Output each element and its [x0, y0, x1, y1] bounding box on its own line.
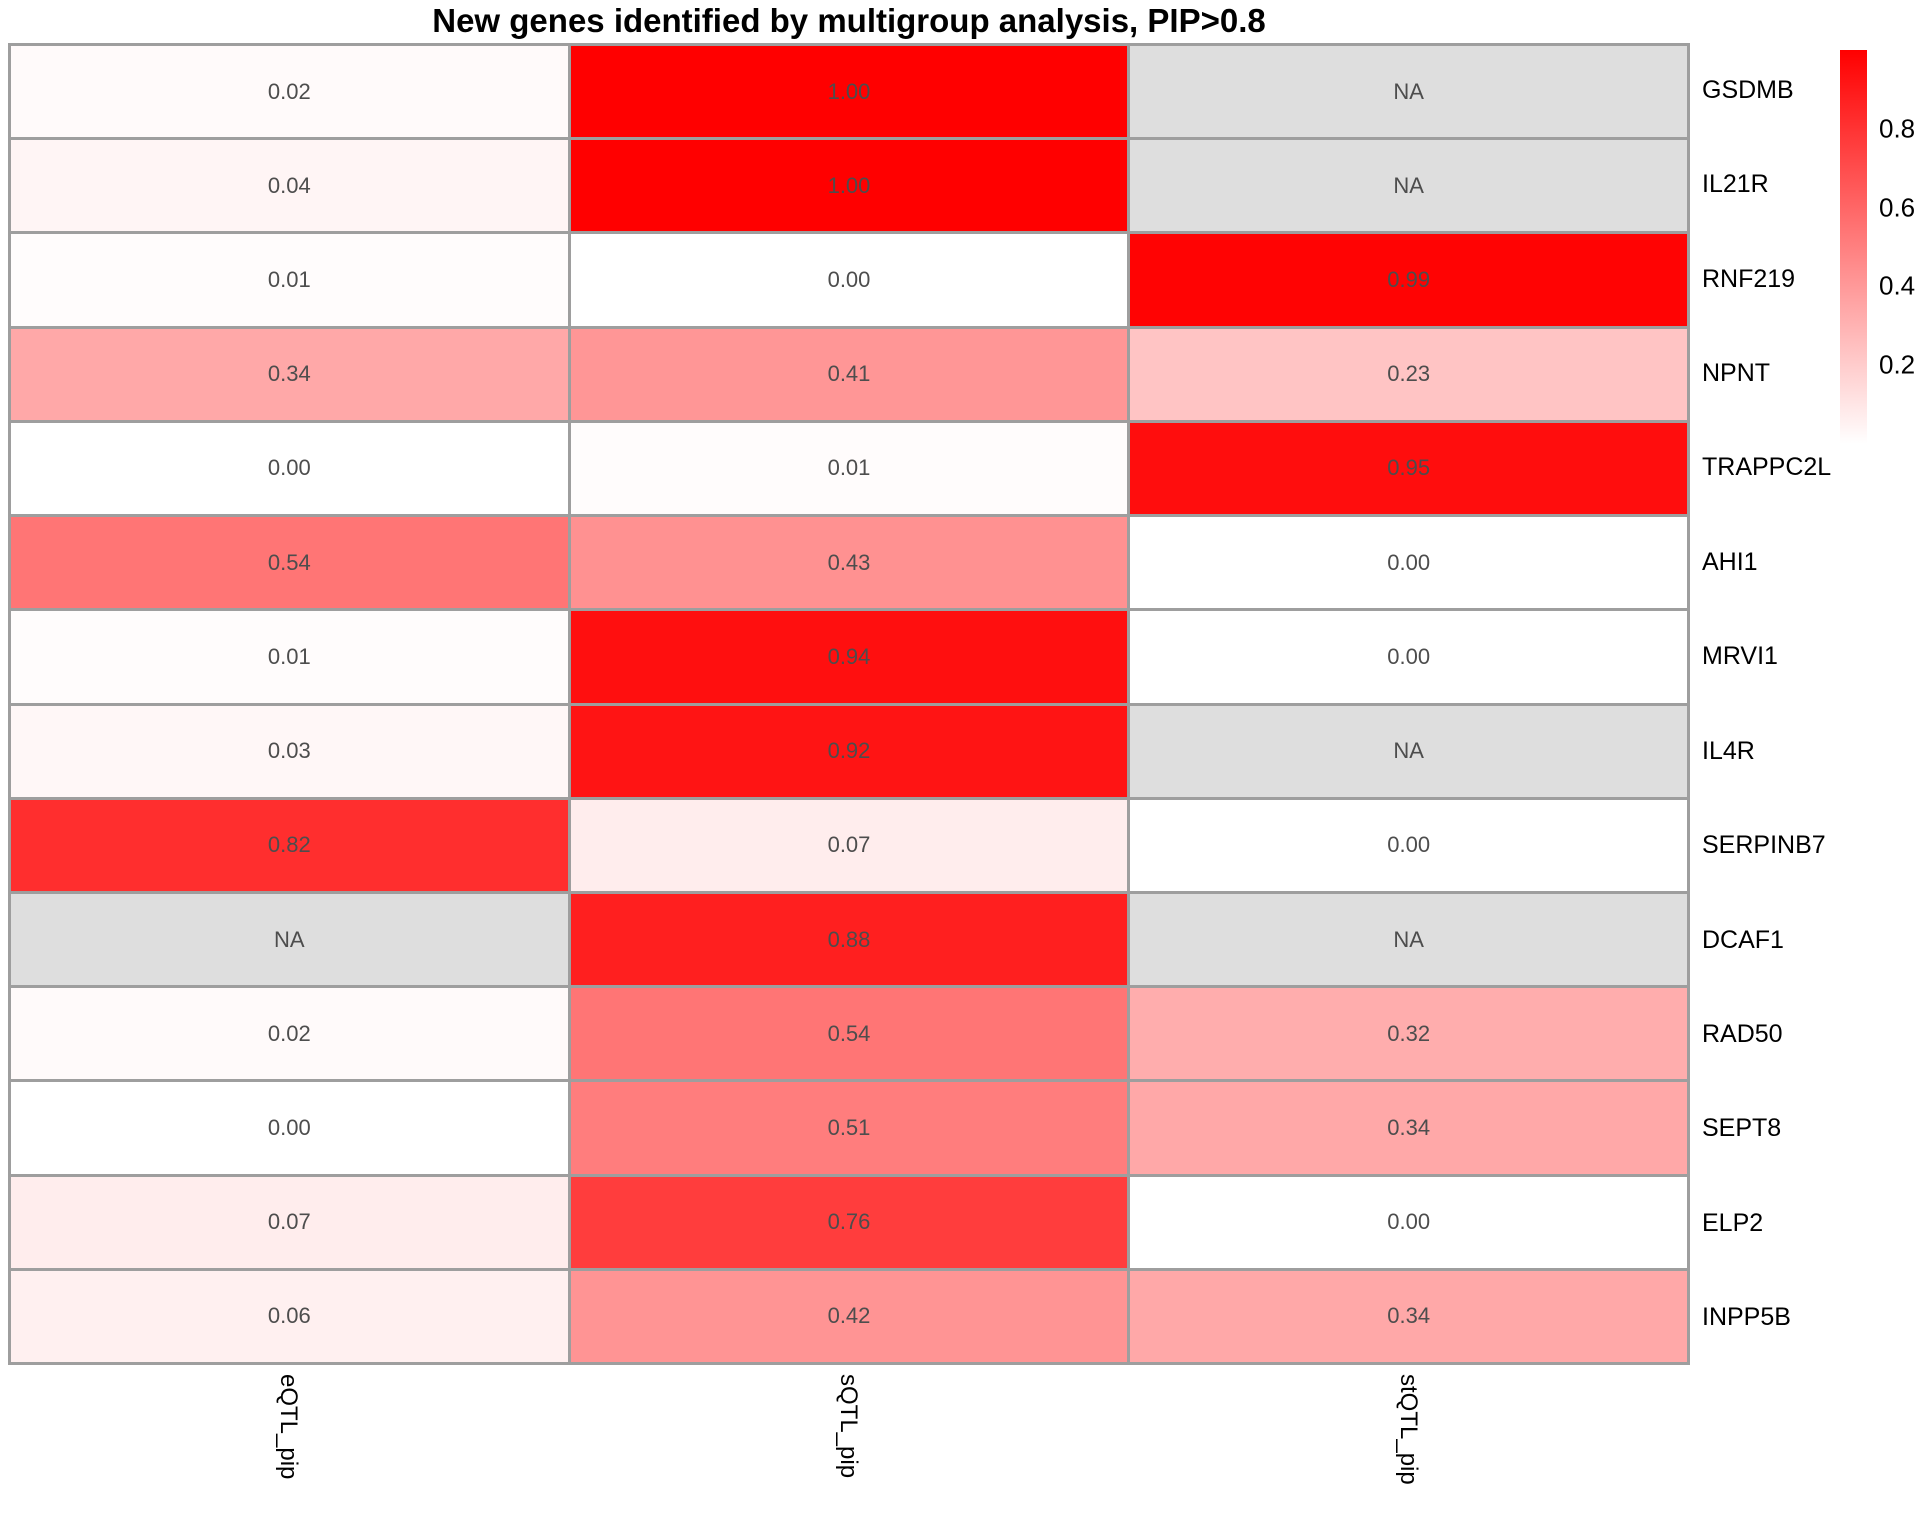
column-label: stQTL_pip	[1395, 1374, 1422, 1485]
heatmap-cell: 0.02	[11, 46, 568, 138]
column-label: sQTL_pip	[835, 1374, 862, 1479]
gene-label: SERPINB7	[1702, 831, 1826, 860]
chart-title: New genes identified by multigroup analy…	[432, 2, 1266, 39]
heatmap-cell: 0.32	[1130, 988, 1687, 1080]
gene-label: RAD50	[1702, 1019, 1783, 1048]
gene-label: GSDMB	[1702, 75, 1794, 104]
colorbar-gradient	[1840, 50, 1867, 444]
heatmap-cell: 0.54	[570, 988, 1128, 1080]
gene-label: AHI1	[1702, 547, 1758, 576]
colorbar-tick-label: 0.8	[1879, 113, 1916, 144]
heatmap-cell: NA	[1130, 705, 1687, 797]
heatmap-cell: NA	[11, 893, 568, 986]
heatmap-cell: 0.00	[570, 234, 1128, 326]
heatmap-cell: 0.00	[1130, 799, 1687, 891]
x-axis-column-labels: eQTL_pip sQTL_pip stQTL_pip	[8, 1374, 1690, 1534]
heatmap-cell: 0.99	[1130, 234, 1687, 326]
heatmap-cell: 0.23	[1130, 328, 1687, 420]
heatmap-cell: 0.82	[11, 799, 568, 891]
gene-label: TRAPPC2L	[1702, 453, 1832, 482]
heatmap-cell: 0.42	[570, 1270, 1128, 1362]
heatmap-cell: 0.02	[11, 988, 568, 1080]
gene-label: ELP2	[1702, 1208, 1764, 1237]
heatmap-cell: 0.76	[570, 1176, 1128, 1268]
colorbar-tick-label: 0.4	[1879, 270, 1916, 301]
heatmap-cell: 0.07	[11, 1176, 568, 1268]
heatmap-cell: 0.34	[11, 328, 568, 420]
heatmap-cell: 0.00	[1130, 517, 1687, 609]
heatmap-cell: 0.95	[1130, 422, 1687, 515]
heatmap-cell: 0.43	[570, 517, 1128, 609]
heatmap-cell: 0.00	[11, 422, 568, 515]
heatmap-cell: 0.88	[570, 893, 1128, 986]
column-label: eQTL_pip	[275, 1374, 302, 1480]
heatmap-cell: NA	[1130, 140, 1687, 232]
heatmap-grid: 0.02 1.00 NA 0.04 1.00 NA 0.01 0.00 0.99 0.34 0.41…	[8, 43, 1690, 1365]
heatmap-cell: 0.04	[11, 140, 568, 232]
colorbar-tick-label: 0.2	[1879, 349, 1916, 380]
heatmap-cell: 0.00	[1130, 1176, 1687, 1268]
gene-label: NPNT	[1702, 358, 1771, 387]
heatmap-cell: 0.34	[1130, 1082, 1687, 1174]
gene-label: MRVI1	[1702, 642, 1778, 671]
heatmap-cell: 0.51	[570, 1082, 1128, 1174]
heatmap-cell: 0.00	[11, 1082, 568, 1174]
heatmap-cell: 1.00	[570, 140, 1128, 232]
heatmap-cell: 0.94	[570, 611, 1128, 703]
y-axis-gene-labels: GSDMB IL21R RNF219 NPNT TRAPPC2L AHI1 MRVI1 IL4…	[1702, 43, 1852, 1365]
gene-label: IL4R	[1702, 736, 1755, 765]
heatmap-cell: 1.00	[570, 46, 1128, 138]
heatmap-cell: 0.01	[11, 234, 568, 326]
heatmap-cell: 0.00	[1130, 611, 1687, 703]
heatmap-cell: 0.34	[1130, 1270, 1687, 1362]
heatmap-cell: 0.03	[11, 705, 568, 797]
gene-label: SEPT8	[1702, 1114, 1782, 1143]
heatmap-cell: 0.54	[11, 517, 568, 609]
gene-label: DCAF1	[1702, 925, 1784, 954]
heatmap-cell: NA	[1130, 893, 1687, 986]
heatmap-cell: 0.07	[570, 799, 1128, 891]
heatmap-cell: 0.92	[570, 705, 1128, 797]
gene-label: RNF219	[1702, 264, 1796, 293]
gene-label: IL21R	[1702, 170, 1769, 199]
colorbar-legend: 0.8 0.6 0.4 0.2	[1840, 50, 1915, 444]
heatmap-cell: NA	[1130, 46, 1687, 138]
colorbar-tick-label: 0.6	[1879, 192, 1916, 223]
heatmap-cell: 0.01	[570, 422, 1128, 515]
heatmap-cell: 0.06	[11, 1270, 568, 1362]
gene-label: INPP5B	[1702, 1303, 1791, 1332]
heatmap-cell: 0.41	[570, 328, 1128, 420]
heatmap-cell: 0.01	[11, 611, 568, 703]
